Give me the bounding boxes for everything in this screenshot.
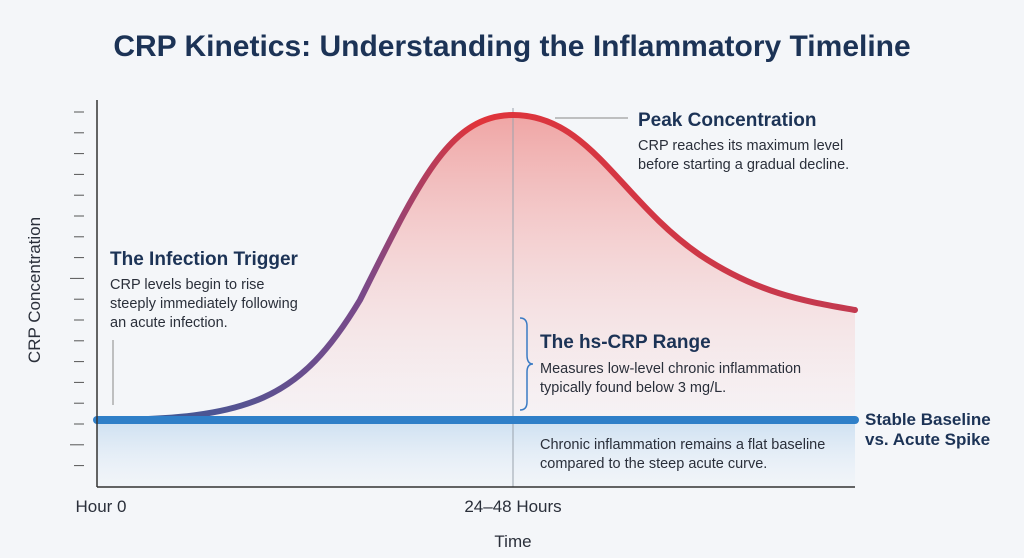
curve-area (97, 115, 855, 420)
annotation-line: before starting a gradual decline. (638, 157, 849, 173)
hs-crp-bracket (519, 317, 534, 411)
annotation-line: typically found below 3 mg/L. (540, 380, 726, 396)
y-ticks (70, 111, 84, 467)
x-label: Hour 0 (75, 497, 126, 516)
y-axis-label: CRP Concentration (25, 217, 44, 363)
annotation-line: Measures low-level chronic inflammation (540, 361, 801, 377)
annotation-line: Chronic inflammation remains a flat base… (540, 437, 825, 453)
title: CRP Kinetics: Understanding the Inflamma… (113, 30, 910, 63)
x-label: 24–48 Hours (464, 497, 561, 516)
annotation-title: Stable Baseline (865, 410, 991, 429)
annotation-title: The Infection Trigger (110, 249, 299, 270)
annotation-line: CRP levels begin to rise (110, 277, 264, 293)
annotation-line: compared to the steep acute curve. (540, 456, 767, 472)
annotation-title: Peak Concentration (638, 110, 816, 131)
x-axis-label: Time (494, 532, 531, 551)
annotation-title: The hs-CRP Range (540, 332, 711, 353)
annotation-line: steeply immediately following (110, 296, 298, 312)
annotation-title: vs. Acute Spike (865, 430, 990, 449)
acute-curve (94, 111, 858, 423)
annotation-line: an acute infection. (110, 315, 228, 331)
annotation-line: CRP reaches its maximum level (638, 138, 843, 154)
baseline-area (97, 420, 855, 487)
